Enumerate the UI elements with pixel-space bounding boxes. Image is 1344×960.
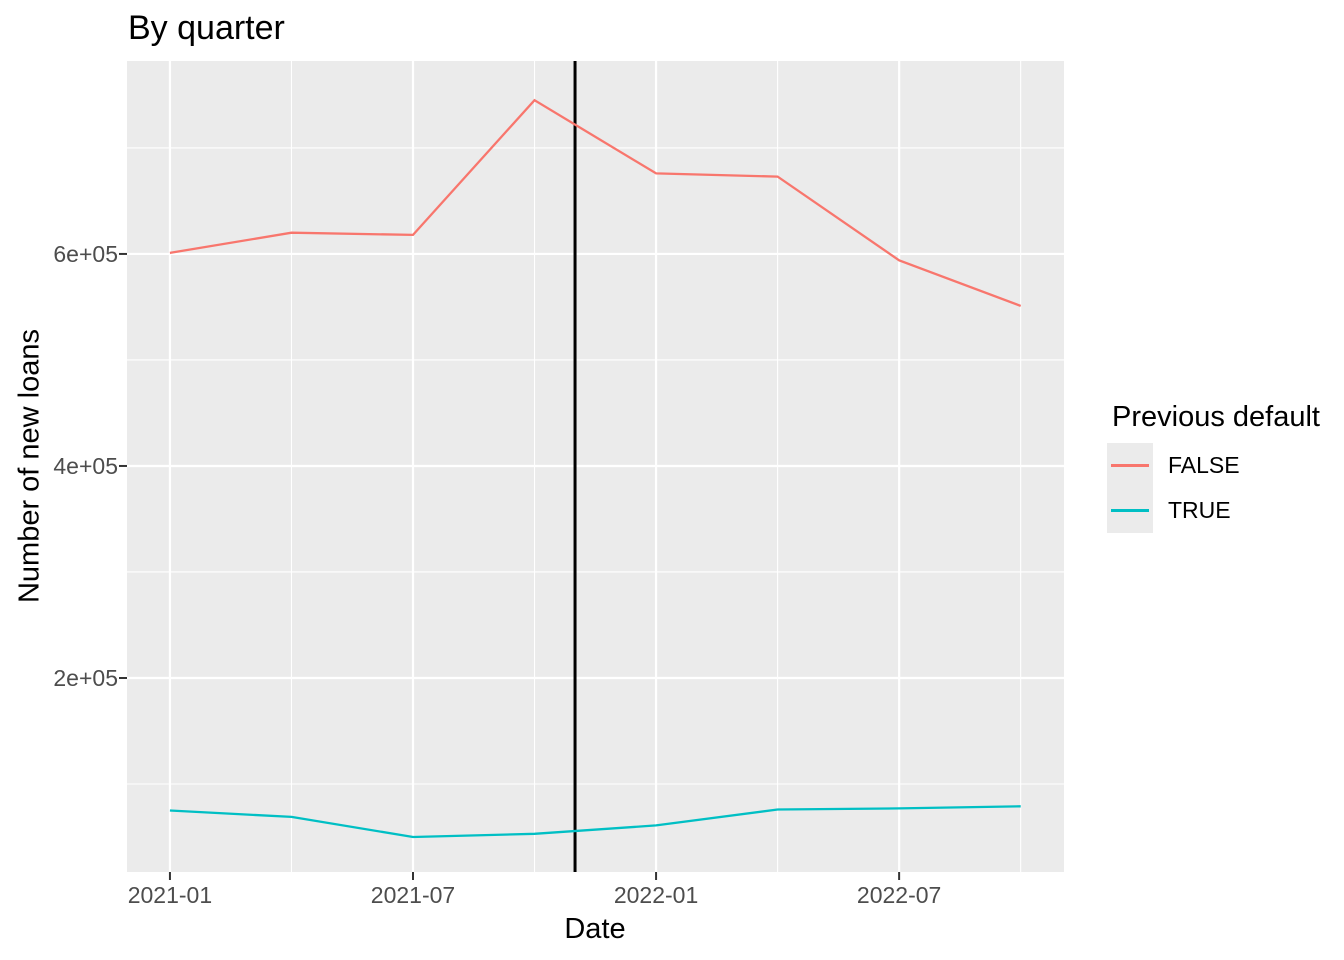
y-tick-label: 6e+05 xyxy=(53,241,118,267)
legend-item-false: FALSE xyxy=(1107,443,1320,488)
y-axis-title: Number of new loans xyxy=(13,328,46,604)
x-tick-label: 2022-07 xyxy=(857,882,941,908)
legend-key-line-icon xyxy=(1111,509,1149,512)
legend-item-label: TRUE xyxy=(1168,497,1231,523)
legend: Previous default FALSE TRUE xyxy=(1107,401,1320,533)
series-line-true xyxy=(169,805,1021,839)
y-tick-label: 4e+05 xyxy=(53,453,118,479)
legend-key-line-icon xyxy=(1111,464,1149,467)
legend-key xyxy=(1107,443,1153,488)
plot-title: By quarter xyxy=(128,9,285,47)
legend-item-label: FALSE xyxy=(1168,452,1240,478)
x-axis-title: Date xyxy=(564,913,626,945)
legend-item-true: TRUE xyxy=(1107,488,1320,533)
y-tick-label: 2e+05 xyxy=(53,665,118,691)
legend-title: Previous default xyxy=(1112,401,1320,433)
legend-items: FALSE TRUE xyxy=(1107,443,1320,533)
x-tick-label: 2021-07 xyxy=(371,882,455,908)
legend-key xyxy=(1107,488,1153,533)
x-tick-label: 2022-01 xyxy=(614,882,698,908)
series-line-false xyxy=(169,98,1022,307)
x-tick-label: 2021-01 xyxy=(128,882,212,908)
